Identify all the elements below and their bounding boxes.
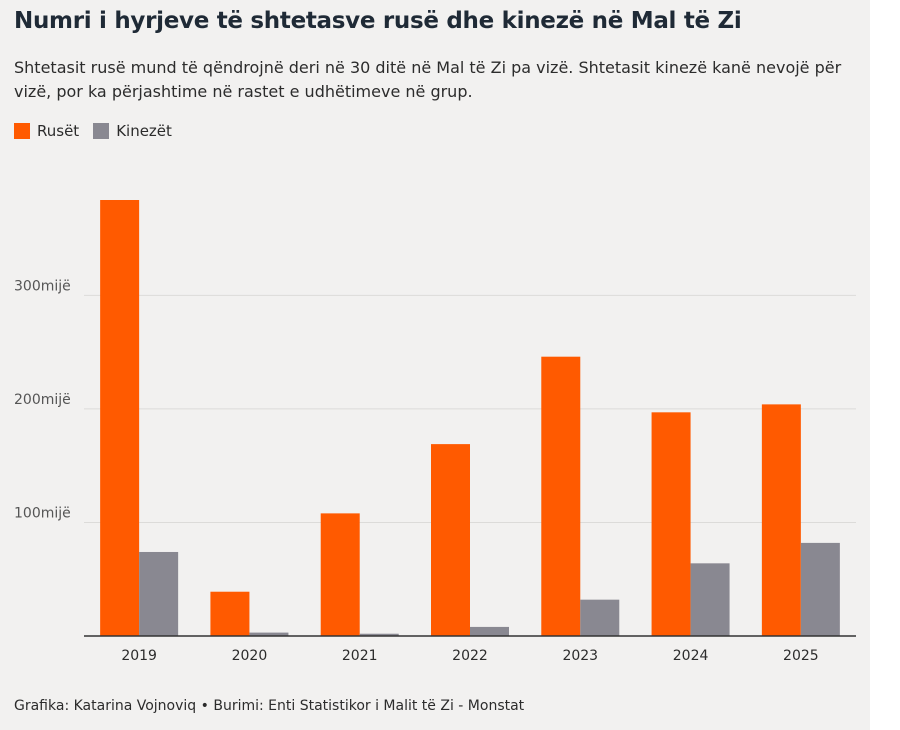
bar-chinese-2020 <box>249 632 289 636</box>
bar-chinese-2019 <box>139 551 179 636</box>
legend-swatch-russians <box>14 123 30 139</box>
source-credit: Grafika: Katarina Vojnoviq • Burimi: Ent… <box>14 698 525 714</box>
bar-russians-2024 <box>651 412 691 636</box>
x-tick-label: 2022 <box>452 648 488 664</box>
y-tick-label: 300mijë <box>14 278 71 294</box>
bar-russians-2019 <box>100 200 140 636</box>
x-tick-label: 2020 <box>232 648 268 664</box>
x-tick-label: 2019 <box>121 648 157 664</box>
legend-item-chinese: Kinezët <box>93 122 172 140</box>
x-tick-label: 2021 <box>342 648 378 664</box>
chart-card: Numri i hyrjeve të shtetasve rusë dhe ki… <box>0 0 870 730</box>
legend-swatch-chinese <box>93 123 110 139</box>
bar-chinese-2022 <box>470 626 509 636</box>
bar-russians-2020 <box>210 591 250 636</box>
x-tick-label: 2023 <box>562 648 598 664</box>
legend: Rusët Kinezët <box>14 122 186 140</box>
bar-chinese-2024 <box>690 563 730 636</box>
bar-chinese-2021 <box>359 633 399 636</box>
x-tick-label: 2024 <box>673 648 709 664</box>
bar-russians-2025 <box>761 404 801 636</box>
bar-russians-2023 <box>541 356 581 636</box>
y-tick-label: 200mijë <box>14 392 71 408</box>
legend-label-russians: Rusët <box>37 122 80 140</box>
legend-label-chinese: Kinezët <box>116 122 172 140</box>
bar-chinese-2023 <box>580 599 620 636</box>
bar-russians-2022 <box>431 444 470 636</box>
bar-russians-2021 <box>320 513 360 636</box>
bar-chart: 100mijë 200mijë 300mijë 2019 2020 2021 2022 202… <box>14 200 856 664</box>
bar-chinese-2025 <box>800 542 840 636</box>
legend-item-russians: Rusët <box>14 122 79 140</box>
x-tick-label: 2025 <box>783 648 819 664</box>
chart-title: Numri i hyrjeve të shtetasve rusë dhe ki… <box>14 8 742 34</box>
chart-subtitle: Shtetasit rusë mund të qëndrojnë deri në… <box>14 58 842 101</box>
y-tick-label: 100mijë <box>14 505 71 521</box>
